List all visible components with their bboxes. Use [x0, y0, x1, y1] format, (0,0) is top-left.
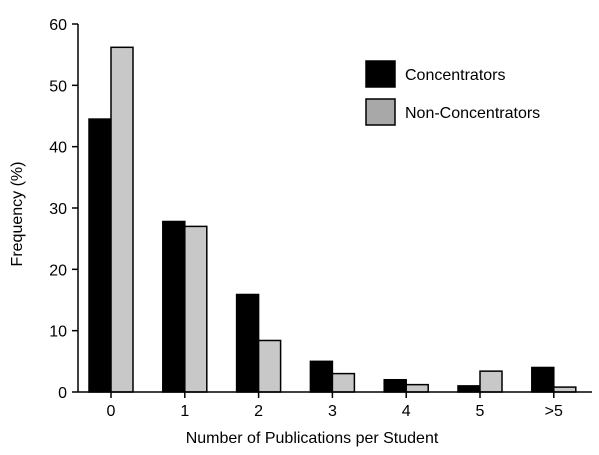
x-tick-label-2: 2	[254, 403, 263, 420]
y-tick-label-60: 60	[49, 17, 67, 34]
x-axis: 0 1 2 3 4 5 >5	[78, 391, 592, 420]
bar-non-concentrators-3	[331, 372, 356, 393]
x-tick-label-4: 4	[402, 403, 411, 420]
y-tick-label-30: 30	[49, 201, 67, 218]
bar-concentrators-5	[457, 385, 481, 393]
legend: Concentrators Non-Concentrators	[365, 60, 540, 126]
legend-swatch-non-concentrators	[365, 98, 396, 126]
bar-non-concentrators-5	[479, 370, 503, 393]
y-tick-label-0: 0	[58, 385, 67, 402]
bar-non-concentrators-4	[405, 383, 429, 393]
y-tick-label-20: 20	[49, 262, 67, 279]
y-tick-label-10: 10	[49, 324, 67, 341]
bar-concentrators-2	[235, 293, 260, 393]
legend-label-non-concentrators: Non-Concentrators	[405, 105, 540, 122]
bar-concentrators-0	[88, 118, 112, 393]
bar-non-concentrators-1	[184, 225, 208, 393]
x-tick-label-3: 3	[328, 403, 337, 420]
legend-swatch-concentrators	[365, 60, 396, 88]
bar-concentrators-3	[309, 360, 334, 393]
y-axis-label: Frequency (%)	[9, 162, 26, 267]
bar-non-concentrators-0	[110, 46, 134, 393]
x-tick-label-5: 5	[476, 403, 485, 420]
bar-concentrators-6	[531, 366, 555, 393]
x-axis-label: Number of Publications per Student	[186, 430, 439, 447]
y-tick-label-40: 40	[49, 140, 67, 157]
bar-concentrators-1	[162, 220, 186, 393]
x-tick-label-6: >5	[545, 403, 563, 420]
bars-group	[88, 46, 577, 393]
y-axis: 0 10 20 30 40 50 60	[49, 17, 79, 402]
y-tick-label-50: 50	[49, 78, 67, 95]
x-tick-label-0: 0	[107, 403, 116, 420]
bar-non-concentrators-2	[257, 339, 282, 393]
x-tick-label-1: 1	[180, 403, 189, 420]
bar-concentrators-4	[383, 378, 407, 393]
legend-label-concentrators: Concentrators	[405, 67, 506, 84]
